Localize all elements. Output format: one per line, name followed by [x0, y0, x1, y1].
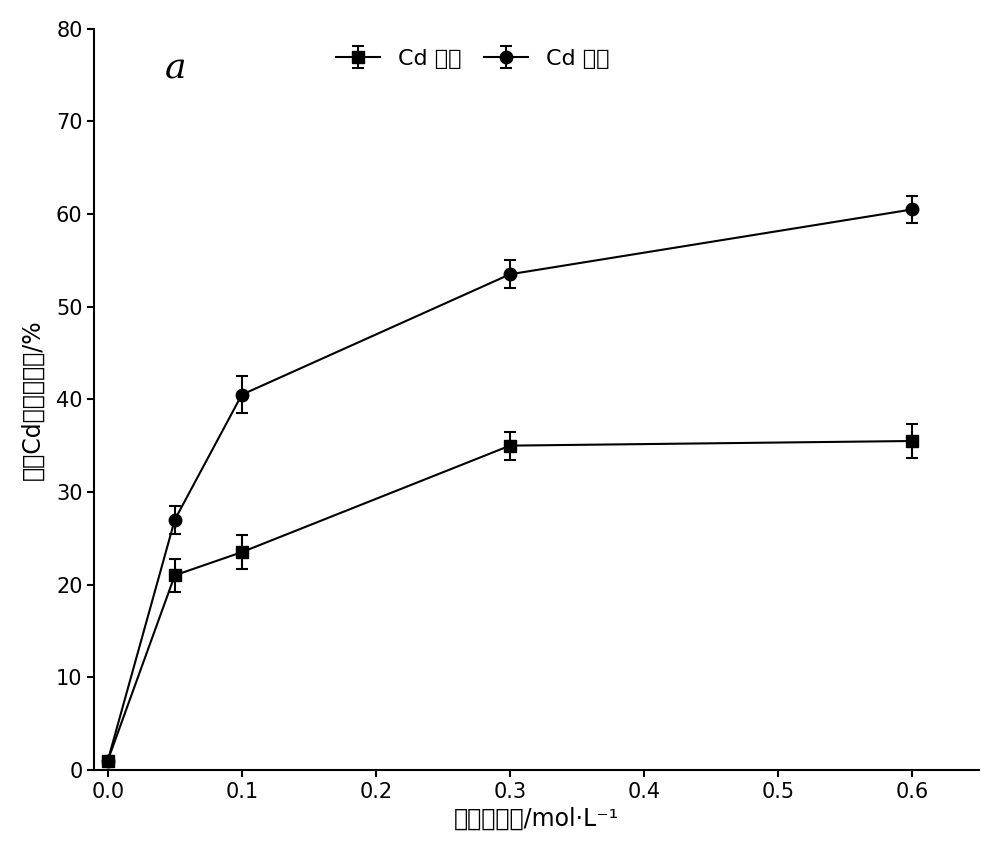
- X-axis label: 柠橬酸浓度/mol·L⁻¹: 柠橬酸浓度/mol·L⁻¹: [454, 807, 619, 832]
- Legend: Cd 静置, Cd 振荡: Cd 静置, Cd 振荡: [327, 40, 618, 78]
- Text: a: a: [165, 51, 187, 85]
- Y-axis label: 土壹Cd增溶去除率/%: 土壹Cd增溶去除率/%: [21, 319, 45, 480]
